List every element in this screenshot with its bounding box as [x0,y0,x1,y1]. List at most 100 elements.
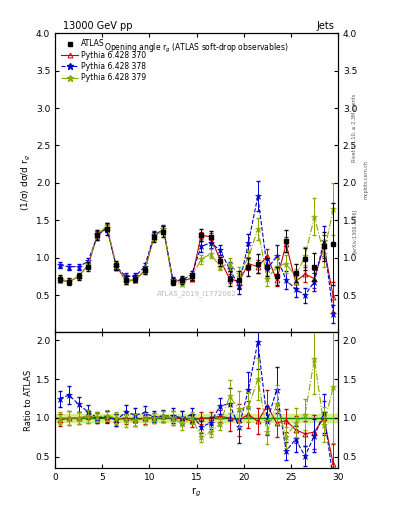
Pythia 6.428 379 [199,256,204,262]
Pythia 6.428 378 [293,286,298,292]
ATLAS [265,264,270,270]
Pythia 6.428 378 [321,238,326,244]
Pythia 6.428 378 [95,232,100,238]
ATLAS [76,273,81,280]
ATLAS [321,243,326,249]
ATLAS [105,226,109,232]
Pythia 6.428 370 [76,273,81,280]
Pythia 6.428 378 [76,264,81,270]
Pythia 6.428 370 [321,243,326,249]
Pythia 6.428 370 [331,293,336,300]
Pythia 6.428 370 [265,253,270,259]
Pythia 6.428 378 [237,283,241,289]
Pythia 6.428 370 [246,261,251,267]
Pythia 6.428 370 [274,277,279,283]
Pythia 6.428 378 [303,292,307,298]
ATLAS [274,273,279,280]
Pythia 6.428 379 [95,231,100,237]
ATLAS [95,232,100,238]
Pythia 6.428 370 [227,275,232,282]
Pythia 6.428 379 [57,275,62,282]
Pythia 6.428 379 [180,281,185,287]
Bar [55,414,338,422]
Pythia 6.428 370 [284,241,288,247]
Pythia 6.428 378 [246,240,251,246]
Pythia 6.428 378 [274,253,279,259]
Text: Jets: Jets [316,20,334,31]
Line: Pythia 6.428 379: Pythia 6.428 379 [57,206,336,287]
Pythia 6.428 379 [76,273,81,280]
ATLAS [161,228,166,234]
Pythia 6.428 370 [105,225,109,231]
ATLAS [284,238,288,244]
ATLAS [189,273,194,280]
Pythia 6.428 379 [246,254,251,261]
ATLAS [237,277,241,283]
Pythia 6.428 379 [208,251,213,257]
ATLAS [199,232,204,238]
Pythia 6.428 370 [218,257,222,263]
Pythia 6.428 378 [265,266,270,272]
ATLAS [67,279,72,285]
Pythia 6.428 370 [171,279,175,285]
Pythia 6.428 379 [67,279,72,285]
Pythia 6.428 370 [293,279,298,285]
ATLAS [293,269,298,275]
Y-axis label: Ratio to ATLAS: Ratio to ATLAS [24,370,33,431]
Text: 13000 GeV pp: 13000 GeV pp [63,20,132,31]
X-axis label: r$_g$: r$_g$ [191,485,202,499]
ATLAS [114,262,119,268]
Pythia 6.428 378 [227,266,232,272]
Pythia 6.428 370 [255,264,260,270]
Pythia 6.428 370 [86,262,90,268]
Pythia 6.428 379 [218,264,222,270]
ATLAS [142,267,147,273]
Pythia 6.428 378 [218,247,222,253]
ATLAS [133,275,138,282]
Pythia 6.428 378 [161,226,166,232]
Line: Pythia 6.428 378: Pythia 6.428 378 [56,193,337,317]
Pythia 6.428 378 [57,262,62,268]
Pythia 6.428 370 [189,275,194,282]
Pythia 6.428 379 [312,214,317,220]
Pythia 6.428 370 [180,277,185,283]
Pythia 6.428 378 [123,273,128,280]
ATLAS [171,279,175,285]
Pythia 6.428 378 [331,311,336,317]
Pythia 6.428 379 [274,264,279,270]
Pythia 6.428 379 [227,261,232,267]
Pythia 6.428 379 [237,271,241,277]
ATLAS [218,259,222,265]
Pythia 6.428 370 [199,232,204,238]
ATLAS [303,256,307,262]
Pythia 6.428 379 [321,251,326,257]
Pythia 6.428 370 [161,226,166,232]
Pythia 6.428 378 [189,271,194,277]
ATLAS [86,264,90,270]
Y-axis label: (1/σ) dσ/d r$_g$: (1/σ) dσ/d r$_g$ [20,155,33,211]
Pythia 6.428 379 [114,262,119,268]
Legend: ATLAS, Pythia 6.428 370, Pythia 6.428 378, Pythia 6.428 379: ATLAS, Pythia 6.428 370, Pythia 6.428 37… [59,37,149,84]
Pythia 6.428 370 [303,271,307,277]
Pythia 6.428 378 [142,264,147,270]
Pythia 6.428 379 [189,273,194,280]
Pythia 6.428 370 [152,233,156,240]
Pythia 6.428 379 [265,275,270,282]
Pythia 6.428 378 [180,277,185,283]
Text: Rivet 3.1.10, ≥ 2.3M events: Rivet 3.1.10, ≥ 2.3M events [352,94,357,162]
Pythia 6.428 378 [114,264,119,270]
Pythia 6.428 378 [67,264,72,270]
Pythia 6.428 378 [312,279,317,285]
Pythia 6.428 379 [171,279,175,285]
Pythia 6.428 379 [142,268,147,274]
Text: [arXiv:1306.3436]: [arXiv:1306.3436] [352,208,357,252]
ATLAS [208,233,213,240]
Pythia 6.428 370 [123,277,128,283]
ATLAS [312,264,317,270]
Pythia 6.428 370 [57,277,62,283]
Pythia 6.428 379 [303,253,307,259]
ATLAS [152,233,156,240]
ATLAS [246,264,251,270]
Pythia 6.428 378 [86,259,90,265]
Text: mcplots.cern.ch: mcplots.cern.ch [364,160,369,199]
